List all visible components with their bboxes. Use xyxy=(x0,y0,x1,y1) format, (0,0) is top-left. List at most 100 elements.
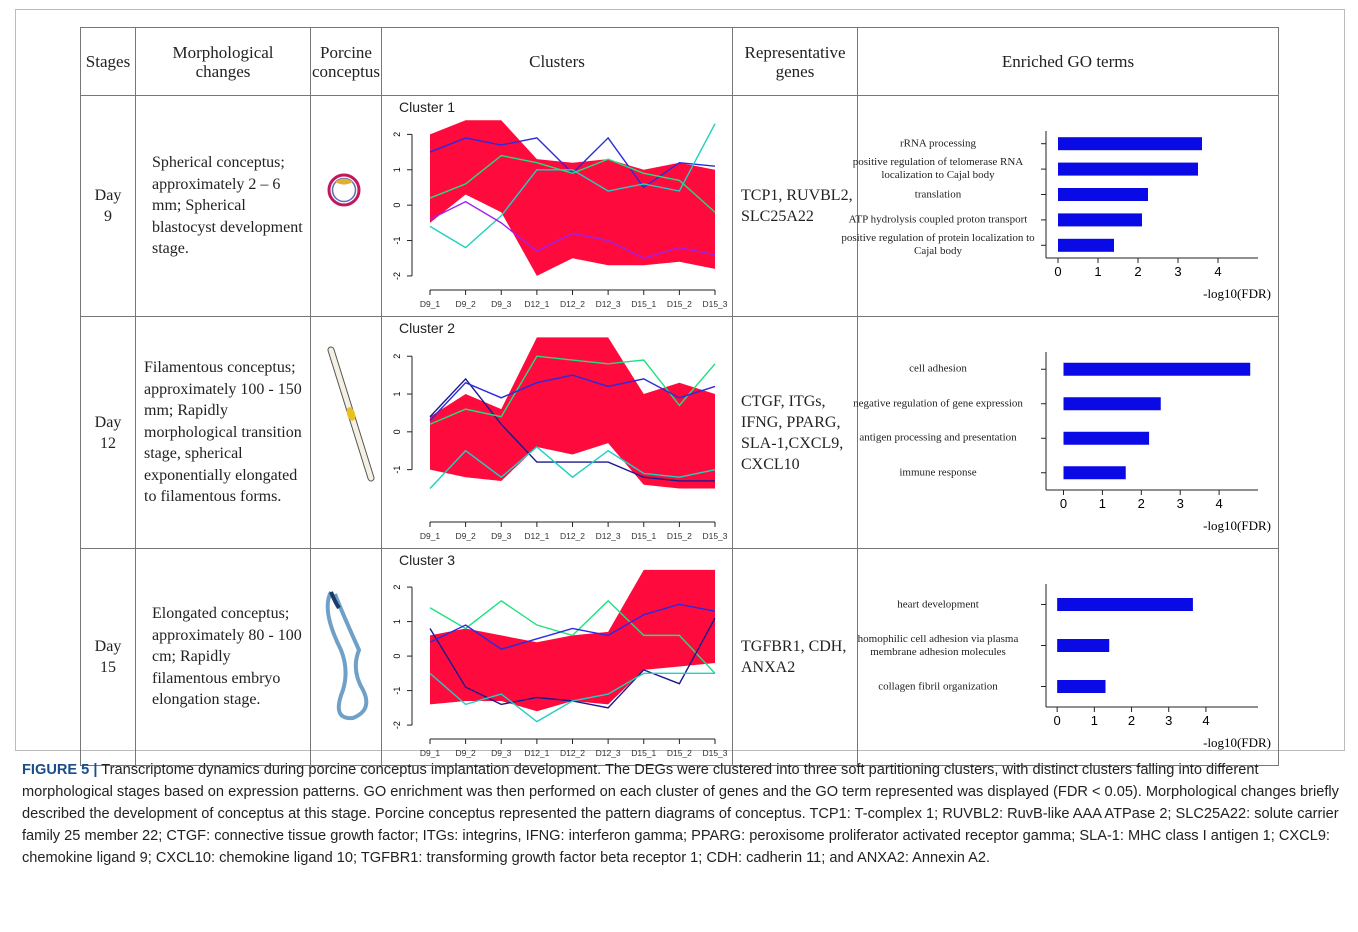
morphology: Filamentous conceptus; approximately 100… xyxy=(136,317,311,549)
header: Porcine conceptus xyxy=(311,28,382,96)
y-tick-label: 2 xyxy=(392,353,402,358)
y-tick-label: -1 xyxy=(392,686,402,694)
bar xyxy=(1057,639,1109,652)
go-term: heart development xyxy=(840,598,1036,611)
x-tick-label: 4 xyxy=(1214,264,1221,279)
go-term: rRNA processing xyxy=(840,137,1036,150)
header: Morphological changes xyxy=(136,28,311,96)
x-tick-label: D12_2 xyxy=(560,531,585,541)
caption: FIGURE 5 | Transcriptome dynamics during… xyxy=(22,759,1340,869)
stage: Day 12 xyxy=(81,317,136,549)
x-tick-label: D9_2 xyxy=(455,531,476,541)
x-tick-label: D12_2 xyxy=(560,748,585,758)
x-tick-label: D15_1 xyxy=(631,748,656,758)
morphology: Elongated conceptus; approximately 80 - … xyxy=(136,549,311,766)
x-tick-label: 3 xyxy=(1165,713,1172,728)
header: Clusters xyxy=(382,28,733,96)
x-tick-label: 1 xyxy=(1099,496,1106,511)
header: Representative genes xyxy=(733,28,858,96)
x-tick-label: D12_3 xyxy=(596,531,621,541)
cluster-cell: Cluster 2-1012D9_1D9_2D9_3D12_1D12_2D12_… xyxy=(382,317,733,549)
y-tick-label: -1 xyxy=(392,465,402,473)
x-tick-label: D9_3 xyxy=(491,748,512,758)
cluster-cell: Cluster 1-2-1012D9_1D9_2D9_3D12_1D12_2D1… xyxy=(382,96,733,317)
cluster-chart: Cluster 1-2-1012D9_1D9_2D9_3D12_1D12_2D1… xyxy=(382,97,732,316)
x-tick-label: D15_2 xyxy=(667,748,692,758)
bar xyxy=(1064,397,1161,410)
go-term: cell adhesion xyxy=(840,363,1036,376)
x-tick-label: D15_3 xyxy=(702,748,727,758)
go-term: antigen processing and presentation xyxy=(840,432,1036,445)
x-tick-label: D12_1 xyxy=(524,299,549,309)
conceptus-cell xyxy=(311,96,382,317)
conceptus-cell xyxy=(311,549,382,766)
cluster-chart: Cluster 2-1012D9_1D9_2D9_3D12_1D12_2D12_… xyxy=(382,318,732,548)
x-tick-label: 2 xyxy=(1134,264,1141,279)
x-tick-label: D9_1 xyxy=(420,531,441,541)
go-host: 01234-log10(FDR)heart developmenthomophi… xyxy=(858,549,1278,765)
go-term: translation xyxy=(840,188,1036,201)
cluster-title: Cluster 2 xyxy=(399,320,455,336)
x-tick-label: D12_1 xyxy=(524,531,549,541)
bar xyxy=(1064,432,1150,445)
x-tick-label: 0 xyxy=(1054,713,1061,728)
go-term: ATP hydrolysis coupled proton transport xyxy=(840,213,1036,226)
x-tick-label: 2 xyxy=(1128,713,1135,728)
x-tick-label: 2 xyxy=(1138,496,1145,511)
figure-table: Stages Morphological changes Porcine con… xyxy=(80,27,1279,766)
bar xyxy=(1057,680,1105,693)
conceptus-cell xyxy=(311,317,382,549)
x-tick-label: 3 xyxy=(1174,264,1181,279)
genes: TCP1, RUVBL2, SLC25A22 xyxy=(733,96,858,317)
y-tick-label: 0 xyxy=(392,202,402,207)
page: Stages Morphological changes Porcine con… xyxy=(0,0,1358,932)
y-tick-label: 1 xyxy=(392,167,402,172)
x-tick-label: D15_1 xyxy=(631,531,656,541)
caption-text: Transcriptome dynamics during porcine co… xyxy=(22,762,1339,866)
morphology: Spherical conceptus; approximately 2 – 6… xyxy=(136,96,311,317)
x-axis-label: -log10(FDR) xyxy=(1203,518,1271,533)
bar xyxy=(1058,137,1202,150)
x-tick-label: D9_1 xyxy=(420,299,441,309)
bar xyxy=(1058,239,1114,252)
y-tick-label: 2 xyxy=(392,584,402,589)
cluster-band xyxy=(430,120,715,276)
x-tick-label: D12_3 xyxy=(596,748,621,758)
y-tick-label: -2 xyxy=(392,721,402,729)
x-tick-label: D12_1 xyxy=(524,748,549,758)
go-term: collagen fibril organization xyxy=(840,680,1036,693)
x-tick-label: D15_2 xyxy=(667,531,692,541)
x-axis-label: -log10(FDR) xyxy=(1203,735,1271,750)
x-axis-label: -log10(FDR) xyxy=(1203,286,1271,301)
y-tick-label: 1 xyxy=(392,391,402,396)
x-tick-label: 0 xyxy=(1060,496,1067,511)
conceptus-drawing xyxy=(311,97,381,310)
x-tick-label: 1 xyxy=(1091,713,1098,728)
go-term: homophilic cell adhesion via plasma memb… xyxy=(840,633,1036,659)
caption-label: FIGURE 5 | xyxy=(22,762,97,778)
genes: CTGF, ITGs, IFNG, PPARG, SLA-1,CXCL9, CX… xyxy=(733,317,858,549)
bar xyxy=(1057,598,1193,611)
y-tick-label: -2 xyxy=(392,271,402,279)
x-tick-label: D15_2 xyxy=(667,299,692,309)
bar xyxy=(1058,213,1142,226)
y-tick-label: 2 xyxy=(392,131,402,136)
bar xyxy=(1058,163,1198,176)
stage: Day 15 xyxy=(81,549,136,766)
x-tick-label: 4 xyxy=(1202,713,1209,728)
go-term: negative regulation of gene expression xyxy=(840,397,1036,410)
go-chart: 01234-log10(FDR) xyxy=(858,96,1278,316)
stage: Day 9 xyxy=(81,96,136,317)
x-tick-label: 4 xyxy=(1215,496,1222,511)
x-tick-label: D9_1 xyxy=(420,748,441,758)
x-tick-label: 0 xyxy=(1054,264,1061,279)
x-tick-label: D12_3 xyxy=(596,299,621,309)
x-tick-label: D9_2 xyxy=(455,299,476,309)
go-term: positive regulation of protein localizat… xyxy=(840,232,1036,258)
header: Stages xyxy=(81,28,136,96)
